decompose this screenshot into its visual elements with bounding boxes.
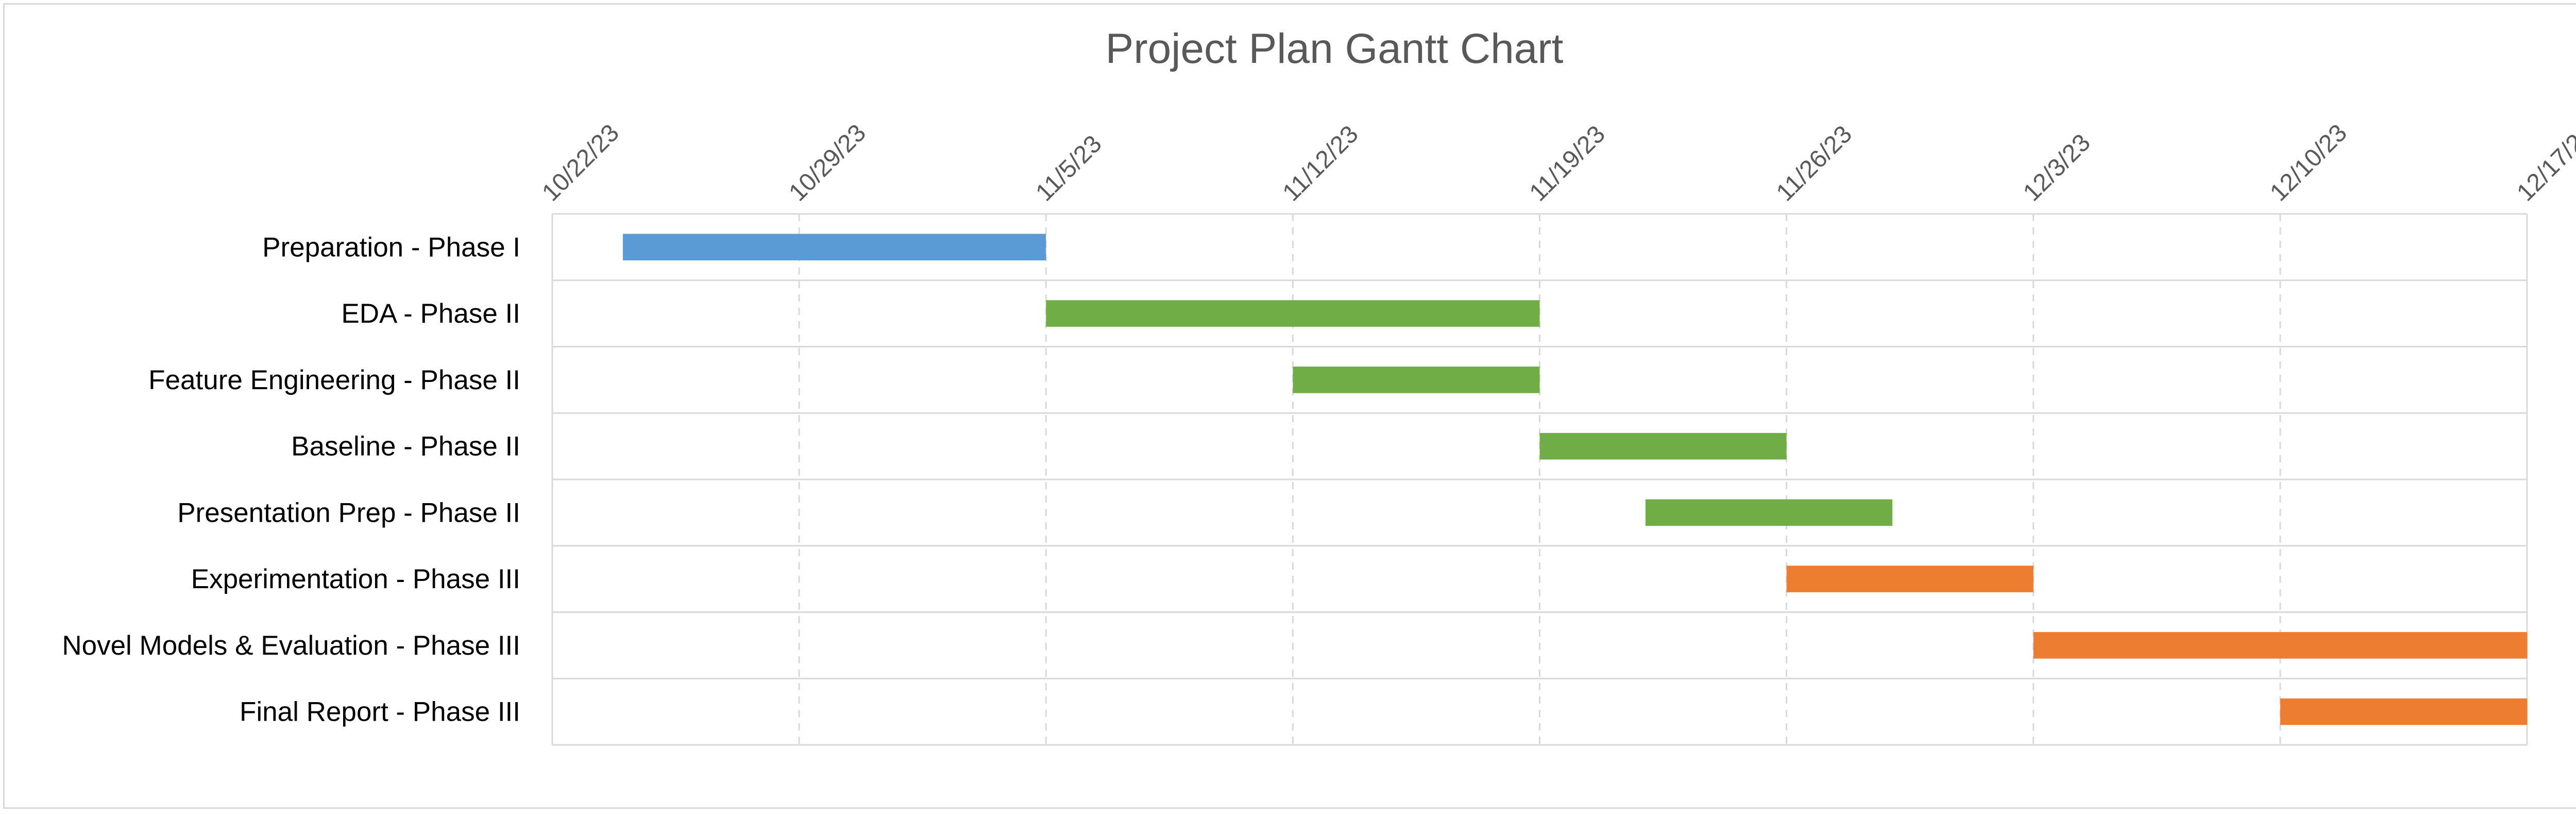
task-label: EDA - Phase II [341, 298, 520, 329]
x-tick-label: 12/3/23 [2018, 129, 2096, 207]
task-label: Preparation - Phase I [262, 232, 520, 262]
task-label: Baseline - Phase II [291, 431, 520, 462]
x-tick-label: 11/5/23 [1031, 130, 1107, 207]
plot-area [551, 213, 2528, 746]
task-bar [1046, 300, 1540, 327]
task-bar [1539, 433, 1787, 460]
task-labels: Preparation - Phase I EDA - Phase II Featu… [62, 232, 520, 727]
task-bar [622, 234, 1046, 261]
horizontal-gridlines [552, 213, 2527, 746]
task-bar [1293, 367, 1540, 393]
task-label: Feature Engineering - Phase II [148, 365, 520, 395]
x-tick-label: 12/17/23 [2512, 119, 2576, 207]
task-bar [2033, 632, 2527, 659]
task-label: Experimentation - Phase III [191, 564, 520, 594]
task-bar [2280, 698, 2527, 725]
task-bar [1786, 565, 2033, 592]
task-label: Presentation Prep - Phase II [177, 497, 520, 528]
x-tick-label: 11/12/23 [1278, 121, 1364, 207]
task-label: Novel Models & Evaluation - Phase III [62, 630, 520, 661]
x-tick-label: 12/10/23 [2265, 119, 2352, 207]
task-label: Final Report - Phase III [240, 697, 520, 727]
x-axis-tick-labels: 10/22/23 10/29/23 11/5/23 11/12/23 11/19/23 1… [537, 119, 2576, 207]
x-tick-label: 11/26/23 [1771, 121, 1857, 207]
x-tick-label: 11/19/23 [1524, 121, 1611, 207]
x-tick-label: 10/29/23 [784, 119, 871, 207]
chart-frame [3, 3, 2576, 809]
task-bar [1645, 499, 1892, 526]
x-tick-label: 10/22/23 [537, 119, 624, 207]
chart-title: Project Plan Gantt Chart [1106, 25, 1564, 72]
task-bars [622, 234, 2527, 725]
